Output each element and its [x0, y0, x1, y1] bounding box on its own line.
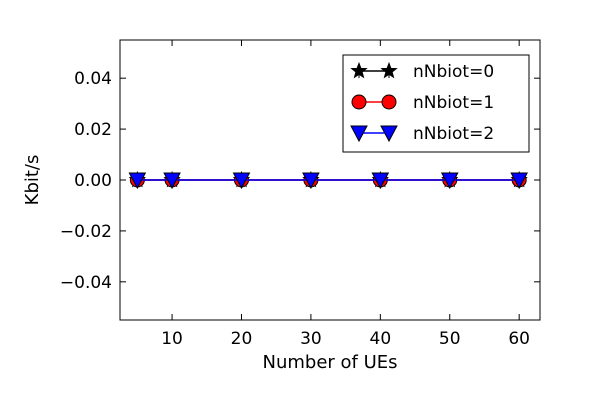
- legend-marker: [381, 94, 397, 110]
- legend-marker: [380, 125, 398, 143]
- legend-label: nNbiot=0: [413, 62, 494, 82]
- legend-label: nNbiot=1: [413, 93, 494, 113]
- legend-item: nNbiot=2: [350, 124, 494, 144]
- data-marks: [128, 170, 529, 190]
- data-point: [302, 172, 320, 190]
- y-tick-label: −0.02: [60, 222, 112, 242]
- legend-marker: [350, 125, 368, 143]
- x-tick-label: 10: [161, 329, 183, 349]
- data-point: [163, 172, 181, 190]
- data-point: [440, 172, 459, 190]
- y-axis-ticks: 0.04 0.02 0.00 −0.02 −0.04: [60, 69, 540, 293]
- data-point: [371, 172, 390, 190]
- x-tick-label: 30: [300, 329, 322, 349]
- y-tick-label: 0.02: [74, 120, 112, 140]
- x-tick-label: 20: [231, 329, 253, 349]
- y-axis-label: Kbit/s: [22, 155, 43, 206]
- data-point: [232, 172, 251, 190]
- y-tick-label: 0.00: [74, 171, 112, 191]
- legend-marker: [380, 61, 398, 79]
- x-tick-label: 60: [508, 329, 530, 349]
- legend-marker: [351, 94, 367, 110]
- y-tick-label: 0.04: [74, 69, 112, 89]
- y-tick-label: −0.04: [60, 273, 112, 293]
- legend-item: nNbiot=1: [351, 93, 494, 113]
- legend-item: nNbiot=0: [350, 61, 494, 82]
- x-axis-ticks: 10 20 30 40 50 60: [161, 40, 530, 349]
- data-point: [510, 172, 529, 190]
- series-nNbiot=2: [128, 172, 529, 190]
- x-tick-label: 40: [370, 329, 392, 349]
- legend: nNbiot=0 nNbiot=1 nNbiot=2: [342, 54, 530, 153]
- x-tick-label: 50: [439, 329, 461, 349]
- data-point: [128, 172, 147, 190]
- legend-label: nNbiot=2: [413, 124, 494, 144]
- legend-marker: [350, 61, 368, 79]
- x-axis-label: Number of UEs: [262, 352, 397, 373]
